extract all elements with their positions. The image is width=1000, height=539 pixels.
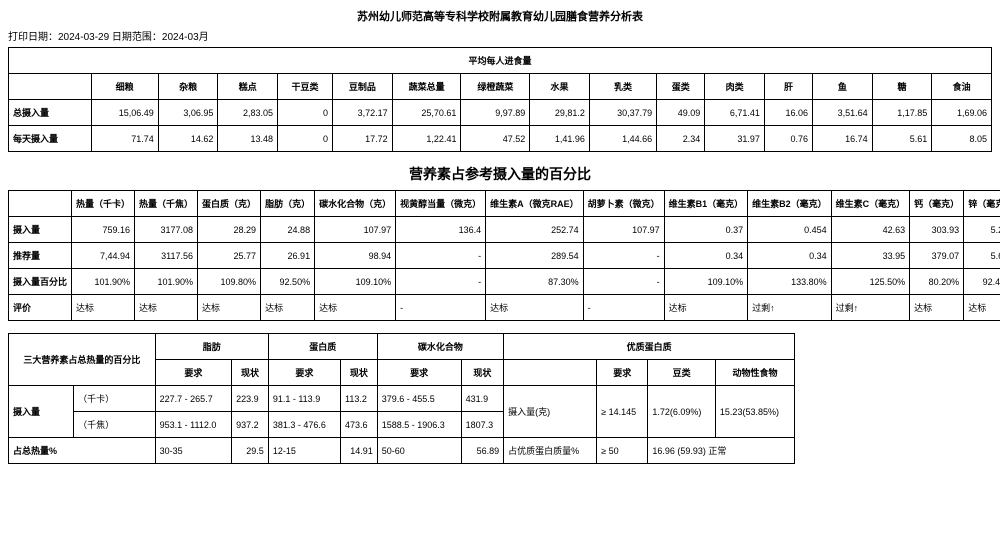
page-title: 苏州幼儿师范高等专科学校附属教育幼儿园膳食营养分析表 xyxy=(8,8,992,24)
t1-merged-header: 平均每人进食量 xyxy=(9,48,992,74)
t2-header: 热量（千卡） 热量（千焦） 蛋白质（克） 脂肪（克） 碳水化合物（克） 视黄醇当… xyxy=(9,191,1000,217)
intake-table: 平均每人进食量 细粮 杂粮 糕点 干豆类 豆制品 蔬菜总量 绿橙蔬菜 水果 乳类… xyxy=(8,47,992,152)
t2-intake: 摄入量 759.16 3177.08 28.29 24.88 107.97 13… xyxy=(9,217,1000,243)
t2-percent: 摄入量百分比 101.90% 101.90% 109.80% 92.50% 10… xyxy=(9,269,1000,295)
blank-cell xyxy=(9,191,72,217)
t1-row-total: 总摄入量 15,06.49 3,06.95 2,83.05 0 3,72.17 … xyxy=(9,100,992,126)
print-meta: 打印日期：2024-03-29 日期范围：2024-03月 xyxy=(8,28,992,43)
macro-table: 三大营养素占总热量的百分比 脂肪 蛋白质 碳水化合物 优质蛋白质 要求 现状 要… xyxy=(8,333,795,464)
t1-row-daily: 每天摄入量 71.74 14.62 13.48 0 17.72 1,22.41 … xyxy=(9,126,992,152)
t3-pct-row: 占总热量% 30-35 29.5 12-15 14.91 50-60 56.89… xyxy=(9,438,795,464)
t3-kcal-row: 摄入量 （千卡） 227.7 - 265.7 223.9 91.1 - 113.… xyxy=(9,386,795,412)
nutrient-percent-table: 热量（千卡） 热量（千焦） 蛋白质（克） 脂肪（克） 碳水化合物（克） 视黄醇当… xyxy=(8,190,1000,321)
t2-eval: 评价 达标 达标 达标 达标 达标 - 达标 - 达标 过剩↑ 过剩↑ 达标 达… xyxy=(9,295,1000,321)
blank-cell xyxy=(504,360,597,386)
section2-title: 营养素占参考摄入量的百分比 xyxy=(8,164,992,184)
blank-cell xyxy=(9,74,92,100)
t2-recommended: 推荐量 7,44.94 3117.56 25.77 26.91 98.94 - … xyxy=(9,243,1000,269)
t1-col-row: 细粮 杂粮 糕点 干豆类 豆制品 蔬菜总量 绿橙蔬菜 水果 乳类 蛋类 肉类 肝… xyxy=(9,74,992,100)
t3-row-header: 三大营养素占总热量的百分比 xyxy=(9,334,156,386)
